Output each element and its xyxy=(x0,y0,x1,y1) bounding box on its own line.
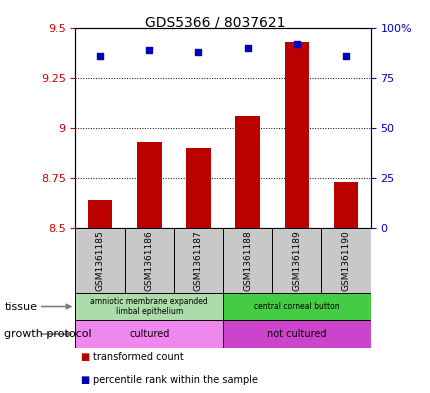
FancyBboxPatch shape xyxy=(75,228,124,293)
Bar xyxy=(235,116,259,228)
FancyBboxPatch shape xyxy=(272,228,321,293)
Point xyxy=(145,46,152,53)
FancyBboxPatch shape xyxy=(223,293,370,320)
FancyBboxPatch shape xyxy=(124,228,173,293)
Text: percentile rank within the sample: percentile rank within the sample xyxy=(92,375,257,385)
Text: GSM1361187: GSM1361187 xyxy=(194,230,203,291)
Text: GSM1361185: GSM1361185 xyxy=(95,230,104,291)
Text: tissue: tissue xyxy=(4,301,37,312)
Text: GSM1361186: GSM1361186 xyxy=(144,230,154,291)
Bar xyxy=(88,200,112,228)
FancyBboxPatch shape xyxy=(223,228,272,293)
Point xyxy=(96,52,103,59)
Text: ■: ■ xyxy=(80,375,89,385)
Text: central corneal button: central corneal button xyxy=(253,302,339,311)
Point xyxy=(293,40,300,47)
Point xyxy=(342,52,349,59)
FancyBboxPatch shape xyxy=(75,293,223,320)
FancyBboxPatch shape xyxy=(223,320,370,348)
Text: ■: ■ xyxy=(80,352,89,362)
Text: cultured: cultured xyxy=(129,329,169,339)
FancyBboxPatch shape xyxy=(75,320,223,348)
Bar xyxy=(186,148,210,228)
Bar xyxy=(333,182,357,228)
Point xyxy=(194,48,201,55)
Text: amniotic membrane expanded
limbal epithelium: amniotic membrane expanded limbal epithe… xyxy=(90,297,208,316)
Bar xyxy=(137,142,161,228)
Text: GSM1361189: GSM1361189 xyxy=(292,230,301,291)
Text: GDS5366 / 8037621: GDS5366 / 8037621 xyxy=(145,16,285,30)
FancyBboxPatch shape xyxy=(173,228,223,293)
Text: transformed count: transformed count xyxy=(92,352,183,362)
FancyBboxPatch shape xyxy=(321,228,370,293)
Bar xyxy=(284,42,308,228)
Text: GSM1361190: GSM1361190 xyxy=(341,230,350,291)
Point xyxy=(244,44,251,51)
Text: not cultured: not cultured xyxy=(267,329,326,339)
Text: growth protocol: growth protocol xyxy=(4,329,92,339)
Text: GSM1361188: GSM1361188 xyxy=(243,230,252,291)
